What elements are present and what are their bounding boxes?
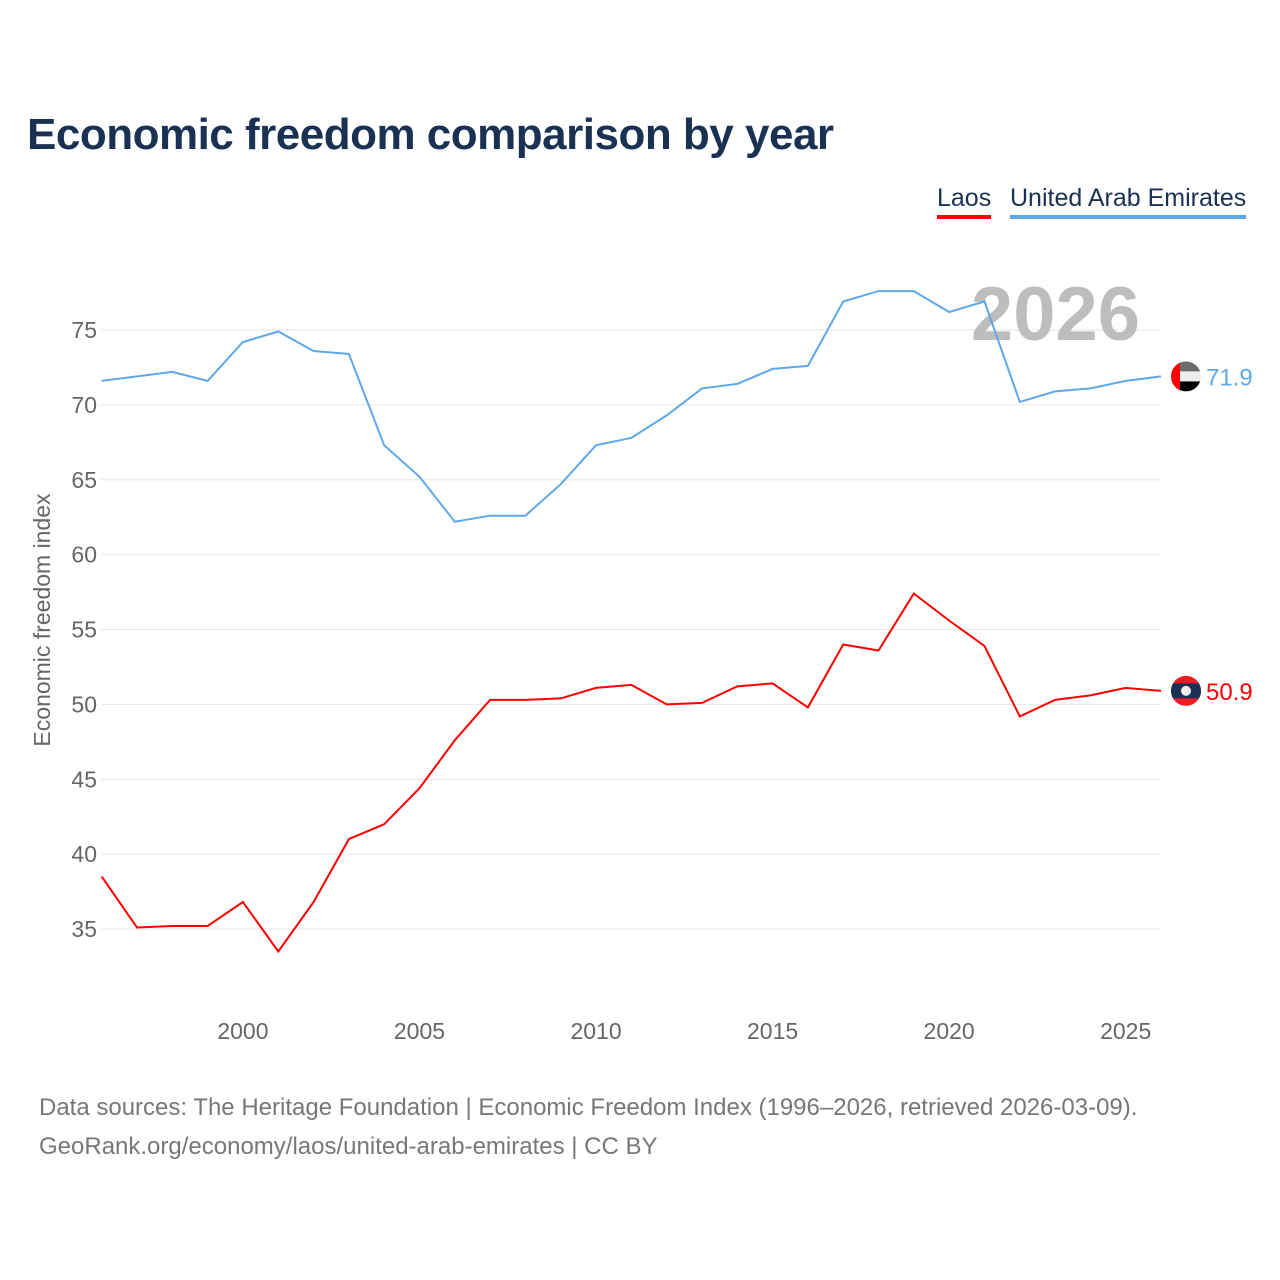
y-tick-label: 55 bbox=[71, 617, 97, 643]
series-line-uae bbox=[101, 290, 1162, 523]
x-tick-label: 2005 bbox=[394, 1018, 445, 1044]
x-tick-label: 2000 bbox=[217, 1018, 268, 1044]
y-tick-label: 45 bbox=[71, 766, 97, 792]
y-tick-label: 50 bbox=[71, 691, 97, 717]
x-tick-label: 2025 bbox=[1100, 1018, 1151, 1044]
footer: Data sources: The Heritage Foundation | … bbox=[39, 1088, 1137, 1166]
y-tick-label: 40 bbox=[71, 841, 97, 867]
y-tick-label: 65 bbox=[71, 467, 97, 493]
series-line-laos bbox=[100, 592, 1162, 954]
y-tick-label: 70 bbox=[71, 392, 97, 418]
legend-item-laos[interactable]: Laos bbox=[937, 184, 992, 219]
footer-sources: Data sources: The Heritage Foundation | … bbox=[39, 1094, 1138, 1121]
y-tick-label: 35 bbox=[71, 916, 97, 942]
end-value-label: 71.9 bbox=[1206, 364, 1253, 391]
x-tick-label: 2010 bbox=[570, 1018, 621, 1044]
uae-flag-icon bbox=[1171, 361, 1201, 392]
y-tick-label: 75 bbox=[71, 317, 97, 343]
laos-flag-icon bbox=[1171, 675, 1201, 706]
year-watermark: 2026 bbox=[971, 272, 1140, 357]
end-value-label: 50.9 bbox=[1206, 679, 1253, 706]
chart-title: Economic freedom comparison by year bbox=[27, 110, 834, 159]
y-axis-label: Economic freedom index bbox=[29, 493, 55, 747]
footer-link[interactable]: GeoRank.org/economy/laos/united-arab-emi… bbox=[39, 1133, 658, 1160]
x-tick-label: 2015 bbox=[747, 1018, 798, 1044]
x-tick-label: 2020 bbox=[924, 1018, 975, 1044]
legend-item-uae[interactable]: United Arab Emirates bbox=[1010, 184, 1247, 219]
y-tick-label: 60 bbox=[71, 542, 97, 568]
